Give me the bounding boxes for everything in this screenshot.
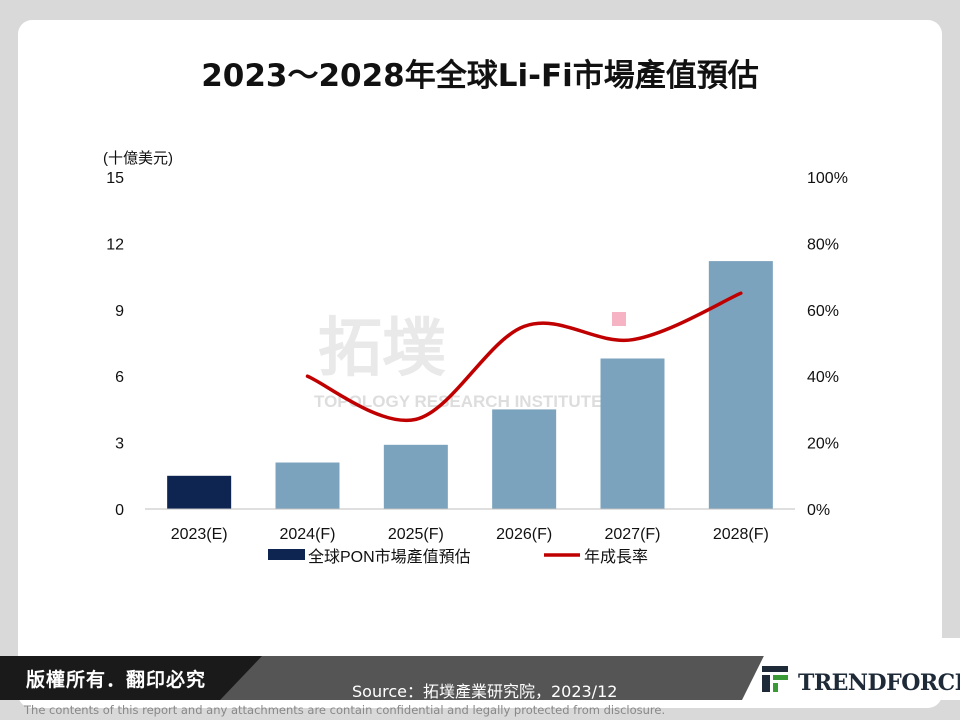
y-left-tick-label: 0 [115, 502, 124, 519]
chart: 拓墣 TOPOLOGY RESEARCH INSTITUTE (十億美元) 0 3 6 9 1… [103, 150, 848, 566]
x-tick-label: 2027(F) [604, 526, 660, 543]
brand-logo-text: TRENDFORCE [798, 670, 960, 696]
y-left-tick-label: 6 [115, 369, 124, 386]
bar [600, 358, 665, 509]
copyright-notice: 版權所有．翻印必究 [26, 669, 207, 691]
bar [167, 475, 232, 509]
footer-copyright-panel [0, 656, 262, 700]
source-note: Source：拓墣產業研究院，2023/12 [352, 682, 618, 701]
y-right-tick-label: 100% [807, 170, 848, 187]
page-title: 2023～2028年全球Li-Fi市場產值預估 [201, 58, 759, 94]
bar [275, 462, 340, 509]
disclaimer: The contents of this report and any atta… [24, 703, 666, 717]
y-left-tick-label: 12 [106, 236, 124, 253]
y-right-tick-label: 20% [807, 436, 839, 453]
y-left-tick-label: 3 [115, 436, 124, 453]
watermark-subtitle: TOPOLOGY RESEARCH INSTITUTE [314, 392, 602, 411]
y-right-tick-label: 60% [807, 303, 839, 320]
legend-swatch-bar [268, 549, 305, 560]
legend-label-bar: 全球PON市場產值預估 [308, 548, 471, 566]
watermark-accent-square [612, 312, 626, 326]
bar [492, 409, 557, 509]
y-right-tick-label: 80% [807, 236, 839, 253]
legend-label-line: 年成長率 [584, 548, 648, 566]
bar [708, 261, 773, 509]
x-tick-label: 2026(F) [496, 526, 552, 543]
x-tick-label: 2023(E) [171, 526, 228, 543]
y-right-tick-label: 40% [807, 369, 839, 386]
x-tick-label: 2025(F) [388, 526, 444, 543]
bar [383, 444, 448, 509]
trendforce-logo-icon [762, 666, 788, 692]
y-right-tick-label: 0% [807, 502, 830, 519]
x-tick-label: 2024(F) [279, 526, 335, 543]
x-tick-label: 2028(F) [713, 526, 769, 543]
y-axis-unit-label: (十億美元) [103, 150, 173, 167]
y-left-tick-label: 9 [115, 303, 124, 320]
watermark-logo-text: 拓墣 [318, 312, 446, 384]
growth-rate-line [305, 291, 743, 423]
y-left-tick-label: 15 [106, 170, 124, 187]
